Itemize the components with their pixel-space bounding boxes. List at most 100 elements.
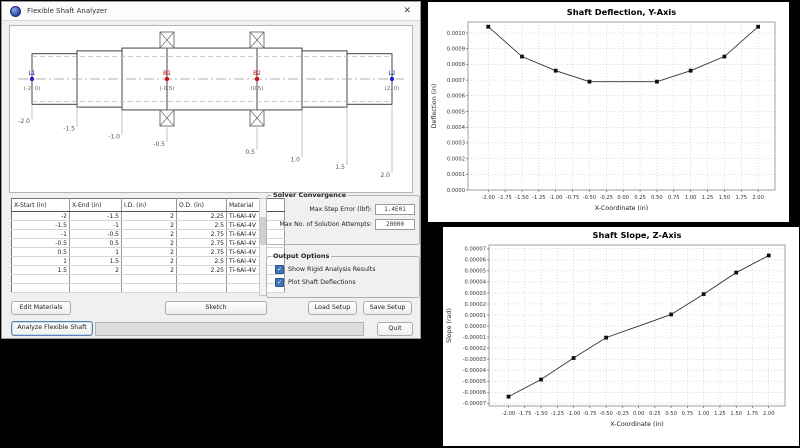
svg-text:Shaft Slope, Z-Axis: Shaft Slope, Z-Axis — [593, 230, 682, 240]
deflection-chart-window[interactable]: -2.00 -1.75 -1.50 -1.25 -1.00 -0.75 -0.50 -0.25… — [428, 2, 789, 222]
max-step-error-input[interactable] — [375, 204, 415, 215]
table-row[interactable]: 1 1.5 2 2.5 Ti-6Al-4V — [11, 256, 285, 266]
svg-text:-0.50: -0.50 — [599, 411, 612, 417]
save-setup-button[interactable]: Save Setup — [363, 301, 412, 315]
window-title: Flexible Shaft Analyzer — [27, 7, 108, 15]
svg-text:(0.5): (0.5) — [250, 86, 263, 92]
checkbox[interactable]: ✓ — [275, 265, 284, 274]
table-cell[interactable]: Ti-6Al-4V — [226, 265, 285, 275]
table-cell[interactable] — [176, 274, 227, 284]
table-row[interactable]: -2 -1.5 2 2.25 Ti-6Al-4V — [11, 211, 285, 221]
table-header[interactable]: X-End (in) — [69, 198, 122, 212]
table-cell[interactable] — [11, 274, 70, 284]
table-cell[interactable]: -0.5 — [69, 229, 122, 239]
sketch-button[interactable]: Sketch — [165, 301, 267, 315]
table-row[interactable] — [11, 283, 285, 293]
svg-text:-0.00004: -0.00004 — [463, 368, 487, 374]
svg-text:B1: B1 — [163, 70, 171, 77]
table-cell[interactable]: 2.5 — [176, 220, 227, 230]
svg-text:-0.25: -0.25 — [600, 195, 613, 201]
table-header[interactable]: X-Start (in) — [11, 198, 70, 212]
table-cell[interactable]: 1 — [11, 256, 70, 266]
table-cell[interactable]: 1.5 — [11, 265, 70, 275]
table-cell[interactable]: Ti-6Al-4V — [226, 211, 285, 221]
table-cell[interactable]: 2.25 — [176, 211, 227, 221]
table-row[interactable]: -1 -0.5 2 2.75 Ti-6Al-4V — [11, 229, 285, 239]
table-cell[interactable] — [11, 283, 70, 293]
table-cell[interactable]: 2 — [121, 247, 177, 257]
table-header[interactable]: Material — [226, 198, 285, 212]
table-cell[interactable]: -2 — [11, 211, 70, 221]
svg-text:0.00003: 0.00003 — [465, 291, 486, 297]
table-cell[interactable]: 1 — [69, 247, 122, 257]
table-row[interactable]: -0.5 0.5 2 2.75 Ti-6Al-4V — [11, 238, 285, 248]
svg-text:1.25: 1.25 — [702, 195, 714, 201]
quit-button[interactable]: Quit — [377, 322, 413, 336]
table-cell[interactable] — [69, 274, 122, 284]
window-titlebar[interactable]: Flexible Shaft Analyzer ✕ — [2, 2, 420, 21]
svg-text:0.00001: 0.00001 — [465, 313, 486, 319]
load-setup-button[interactable]: Load Setup — [308, 301, 357, 315]
close-icon[interactable]: ✕ — [403, 5, 411, 16]
table-cell[interactable]: 2.75 — [176, 229, 227, 239]
table-row[interactable]: 1.5 2 2 2.25 Ti-6Al-4V — [11, 265, 285, 275]
table-cell[interactable]: 2 — [121, 229, 177, 239]
table-cell[interactable] — [121, 274, 177, 284]
table-row[interactable] — [11, 274, 285, 284]
svg-text:0.75: 0.75 — [682, 411, 694, 417]
svg-text:-1.0: -1.0 — [108, 133, 120, 140]
table-cell[interactable]: Ti-6Al-4V — [226, 229, 285, 239]
shaft-diagram-panel: -2.0 -1.5 -1.0 -0.5 0.5 1.0 1.5 2.0 L1 (-2, 0) L2 (… — [9, 25, 413, 193]
table-header[interactable]: O.D. (in) — [176, 198, 227, 212]
table-cell[interactable]: 2 — [121, 220, 177, 230]
svg-text:0.75: 0.75 — [668, 195, 680, 201]
table-cell[interactable]: 2.5 — [176, 256, 227, 266]
svg-text:-1.50: -1.50 — [515, 195, 528, 201]
table-cell[interactable]: 2 — [69, 265, 122, 275]
table-cell[interactable]: 2.75 — [176, 247, 227, 257]
table-cell[interactable] — [226, 283, 285, 293]
table-cell[interactable] — [69, 283, 122, 293]
svg-text:Shaft Deflection, Y-Axis: Shaft Deflection, Y-Axis — [567, 7, 676, 17]
svg-text:-0.00007: -0.00007 — [463, 401, 486, 407]
shaft-segments-table[interactable]: X-Start (in) X-End (in) I.D. (in) O.D. (in)… — [11, 198, 285, 293]
table-cell[interactable]: 2 — [121, 211, 177, 221]
deflection-chart: -2.00 -1.75 -1.50 -1.25 -1.00 -0.75 -0.50 -0.25… — [431, 7, 776, 212]
checkbox[interactable]: ✓ — [275, 278, 284, 287]
table-cell[interactable] — [121, 283, 177, 293]
svg-text:X-Coordinate (in): X-Coordinate (in) — [595, 205, 648, 212]
svg-text:-1.75: -1.75 — [498, 195, 511, 201]
svg-text:0.50: 0.50 — [665, 411, 677, 417]
table-cell[interactable]: -1.5 — [69, 211, 122, 221]
table-cell[interactable]: Ti-6Al-4V — [226, 238, 285, 248]
table-row[interactable]: 0.5 1 2 2.75 Ti-6Al-4V — [11, 247, 285, 257]
table-cell[interactable]: -0.5 — [11, 238, 70, 248]
table-row[interactable]: -1.5 -1 2 2.5 Ti-6Al-4V — [11, 220, 285, 230]
table-cell[interactable]: 0.5 — [11, 247, 70, 257]
table-header[interactable]: I.D. (in) — [121, 198, 177, 212]
table-cell[interactable]: 2.75 — [176, 238, 227, 248]
svg-text:0.00005: 0.00005 — [465, 269, 486, 275]
table-cell[interactable] — [226, 274, 285, 284]
max-solution-attempts-input[interactable] — [375, 219, 415, 230]
analyze-flexible-shaft-button[interactable]: Analyze Flexible Shaft — [11, 321, 93, 336]
slope-chart-window[interactable]: -2.00 -1.75 -1.50 -1.25 -1.00 -0.75 -0.50 -0.25… — [443, 227, 799, 446]
table-cell[interactable]: -1 — [69, 220, 122, 230]
table-cell[interactable]: -1.5 — [11, 220, 70, 230]
table-cell[interactable]: 2 — [121, 256, 177, 266]
table-cell[interactable]: -1 — [11, 229, 70, 239]
table-scrollbar-thumb[interactable] — [260, 217, 266, 245]
svg-text:L2: L2 — [388, 70, 395, 77]
table-cell[interactable]: 2 — [121, 238, 177, 248]
table-cell[interactable]: Ti-6Al-4V — [226, 256, 285, 266]
svg-text:0.0004: 0.0004 — [447, 125, 466, 131]
table-cell[interactable]: 0.5 — [69, 238, 122, 248]
edit-materials-button[interactable]: Edit Materials — [11, 301, 71, 315]
table-cell[interactable]: 2 — [121, 265, 177, 275]
svg-text:0.0002: 0.0002 — [447, 156, 465, 162]
table-cell[interactable]: 1.5 — [69, 256, 122, 266]
table-cell[interactable]: Ti-6Al-4V — [226, 220, 285, 230]
table-cell[interactable] — [176, 283, 227, 293]
table-scrollbar[interactable] — [259, 198, 267, 296]
table-cell[interactable]: 2.25 — [176, 265, 227, 275]
